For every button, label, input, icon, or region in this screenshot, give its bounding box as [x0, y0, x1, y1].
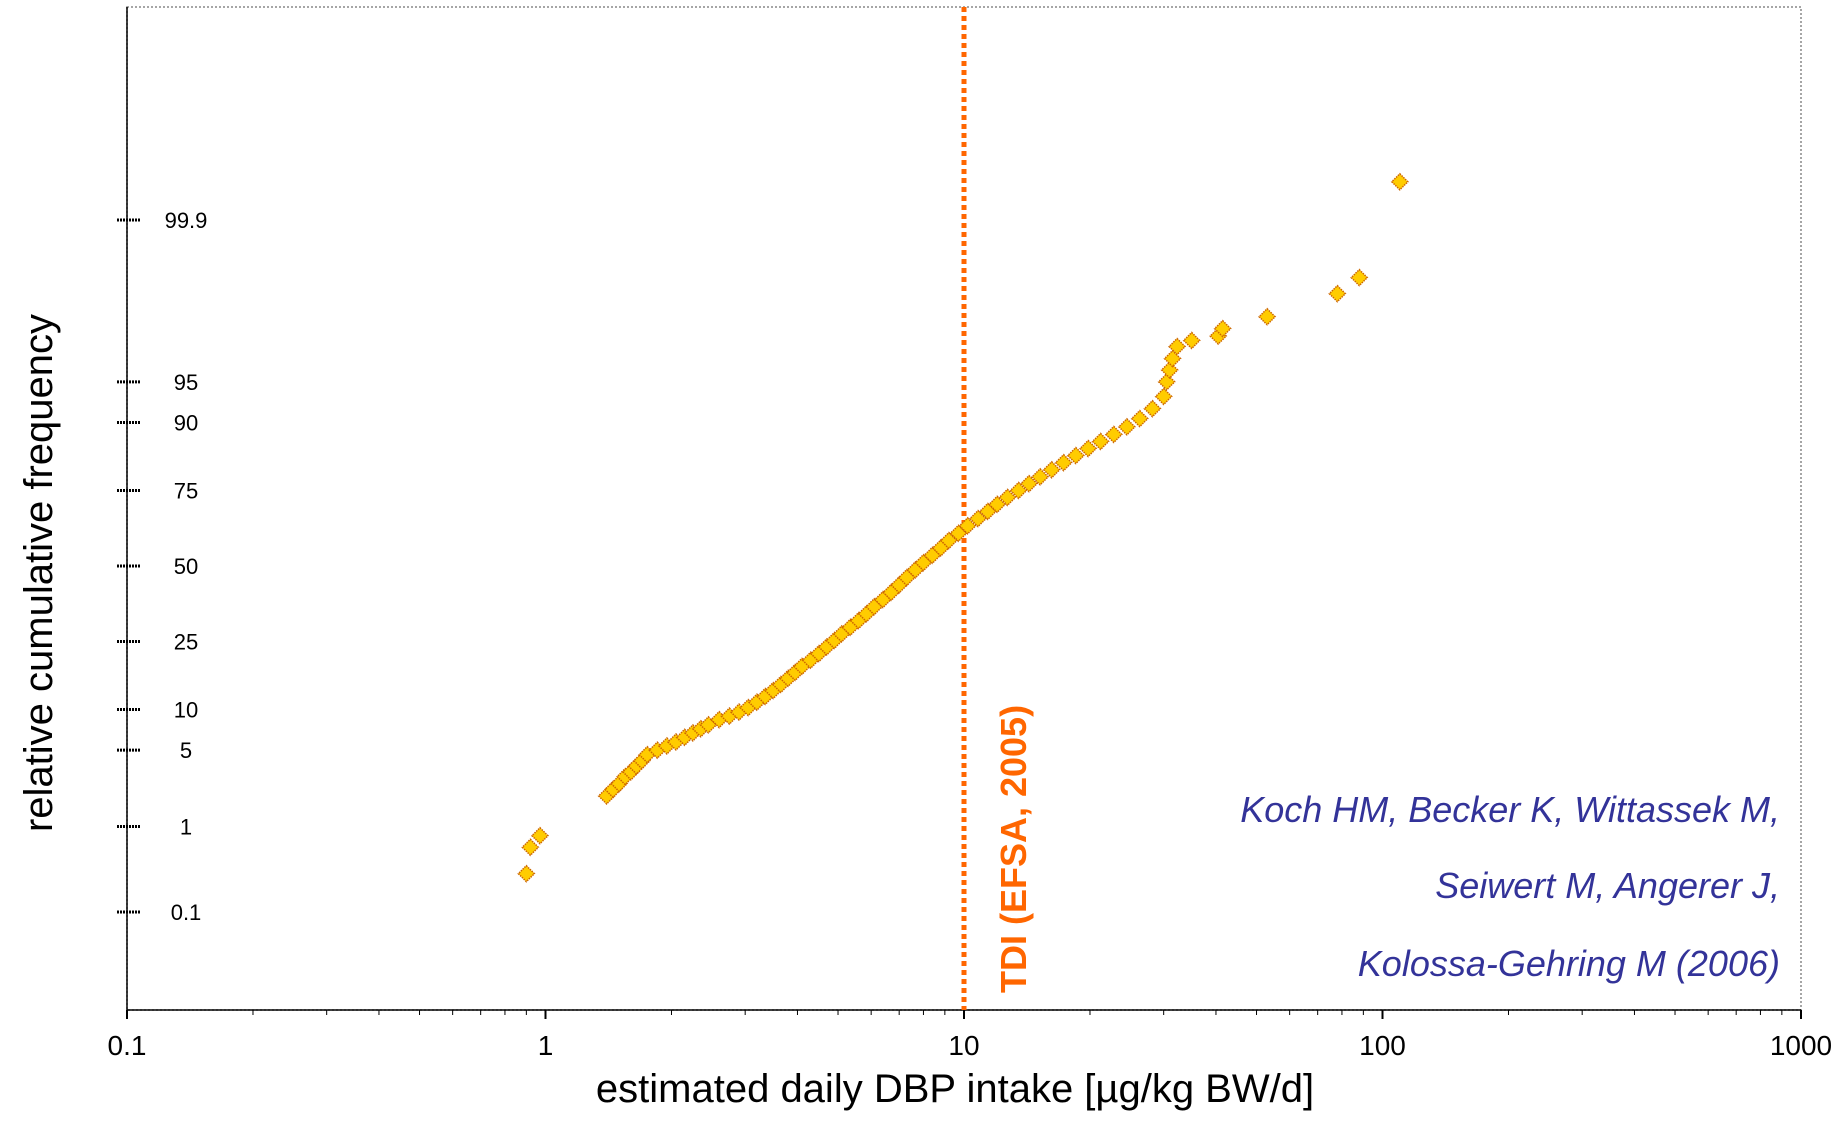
y-tick-label: 50 [174, 554, 198, 579]
data-points [517, 172, 1409, 883]
data-point [1130, 409, 1149, 428]
y-tick-label: 90 [174, 411, 198, 436]
data-point [958, 516, 977, 535]
x-tick-label: 0.1 [108, 1030, 147, 1061]
y-tick-label: 1 [180, 814, 192, 839]
data-point [1182, 331, 1201, 350]
y-axis-title: relative cumulative frequency [17, 314, 61, 832]
x-axis-title: estimated daily DBP intake [µg/kg BW/d] [596, 1067, 1314, 1111]
data-point [1154, 387, 1173, 406]
y-axis: 0.1 1 5 10 25 50 75 90 95 99.9 [117, 7, 207, 1010]
data-point [1104, 425, 1123, 444]
data-point [1031, 467, 1050, 486]
data-point [521, 838, 540, 857]
y-tick-label: 0.1 [171, 900, 202, 925]
y-tick-label: 95 [174, 370, 198, 395]
data-point [998, 488, 1017, 507]
data-point [1213, 319, 1232, 338]
x-tick-label: 10 [948, 1030, 979, 1061]
tdi-reference-label: TDI (EFSA, 2005) [993, 705, 1034, 993]
data-point [1117, 417, 1136, 436]
x-tick-label: 1000 [1770, 1030, 1832, 1061]
data-point [1019, 474, 1039, 493]
data-point [1079, 439, 1098, 458]
x-axis: 0.1 1 10 100 1000 [108, 1009, 1832, 1061]
data-point [1350, 268, 1369, 287]
data-point [1168, 337, 1187, 356]
data-point [1009, 481, 1028, 500]
data-point [1328, 284, 1347, 303]
citation-line: Seiwert M, Angerer J, [1435, 865, 1780, 906]
data-point [1042, 460, 1061, 479]
plot-area [126, 6, 1802, 1011]
data-point [1143, 399, 1162, 418]
y-tick-label: 5 [180, 738, 192, 763]
data-point [1066, 446, 1085, 465]
data-point [517, 864, 536, 883]
y-tick-label: 25 [174, 630, 198, 655]
data-point [1157, 372, 1176, 391]
data-point [914, 553, 933, 572]
y-tick-label: 10 [174, 697, 198, 722]
data-point [988, 495, 1007, 514]
y-tick-label: 75 [174, 478, 198, 503]
citation-annotation: Koch HM, Becker K, Wittassek M, Seiwert M… [1240, 789, 1780, 984]
data-point [1054, 453, 1073, 472]
data-point [1091, 432, 1110, 451]
data-point [1390, 172, 1409, 191]
y-tick-label: 99.9 [165, 208, 208, 233]
x-tick-label: 100 [1359, 1030, 1406, 1061]
data-point [530, 826, 550, 845]
citation-line: Kolossa-Gehring M (2006) [1358, 943, 1780, 984]
citation-line: Koch HM, Becker K, Wittassek M, [1240, 789, 1780, 830]
x-tick-label: 1 [538, 1030, 554, 1061]
data-point [1258, 307, 1277, 326]
